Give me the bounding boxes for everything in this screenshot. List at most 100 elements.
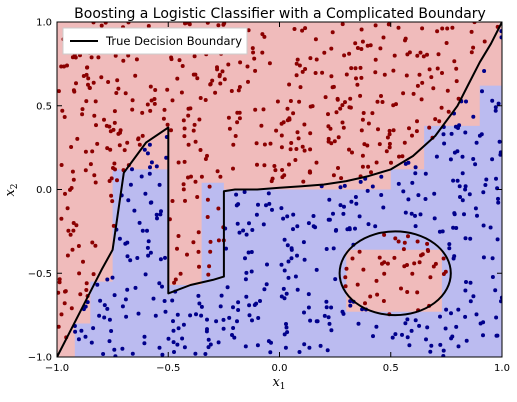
point-positive bbox=[116, 86, 121, 91]
point-positive bbox=[330, 85, 335, 90]
point-positive bbox=[387, 132, 392, 137]
point-positive bbox=[74, 81, 78, 86]
point-negative bbox=[130, 351, 135, 356]
point-positive bbox=[362, 142, 367, 147]
point-negative bbox=[145, 151, 150, 156]
point-negative bbox=[160, 352, 165, 357]
point-positive bbox=[108, 147, 113, 152]
point-negative bbox=[279, 206, 284, 211]
point-positive bbox=[393, 236, 398, 241]
point-negative bbox=[107, 339, 112, 344]
point-negative bbox=[193, 351, 198, 356]
point-positive bbox=[343, 284, 348, 289]
point-negative bbox=[327, 321, 332, 326]
point-negative bbox=[338, 185, 343, 190]
point-negative bbox=[208, 342, 213, 347]
point-positive bbox=[402, 264, 407, 269]
point-positive bbox=[203, 157, 208, 161]
point-positive bbox=[186, 113, 191, 118]
point-negative bbox=[120, 346, 125, 351]
point-positive bbox=[326, 136, 331, 141]
point-positive bbox=[192, 122, 197, 127]
point-positive bbox=[359, 27, 364, 32]
point-negative bbox=[267, 201, 272, 206]
point-positive bbox=[377, 255, 382, 260]
point-negative bbox=[236, 308, 241, 312]
point-positive bbox=[472, 22, 477, 25]
point-negative bbox=[463, 130, 468, 135]
point-positive bbox=[435, 29, 440, 34]
point-positive bbox=[231, 166, 235, 171]
point-positive bbox=[222, 22, 227, 26]
point-negative bbox=[289, 247, 294, 252]
point-positive bbox=[68, 187, 72, 192]
point-negative bbox=[318, 343, 323, 348]
point-positive bbox=[76, 244, 81, 248]
point-negative bbox=[157, 182, 162, 187]
point-positive bbox=[340, 103, 345, 108]
point-positive bbox=[375, 292, 380, 297]
point-positive bbox=[437, 119, 442, 124]
point-positive bbox=[322, 50, 327, 55]
point-positive bbox=[99, 23, 104, 28]
point-negative bbox=[125, 287, 130, 292]
point-positive bbox=[253, 107, 258, 112]
point-positive bbox=[175, 76, 180, 81]
point-positive bbox=[86, 76, 91, 81]
point-positive bbox=[323, 95, 328, 100]
point-positive bbox=[109, 193, 114, 198]
point-positive bbox=[181, 182, 186, 187]
point-negative bbox=[471, 294, 476, 299]
point-negative bbox=[497, 139, 502, 144]
point-negative bbox=[107, 317, 112, 322]
point-negative bbox=[432, 216, 437, 221]
point-positive bbox=[134, 57, 139, 62]
point-positive bbox=[394, 102, 398, 107]
point-negative bbox=[418, 212, 423, 217]
point-negative bbox=[128, 258, 133, 263]
point-positive bbox=[347, 51, 352, 56]
point-positive bbox=[385, 135, 390, 140]
point-negative bbox=[270, 207, 274, 212]
point-negative bbox=[171, 319, 175, 324]
boundary-ellipse bbox=[338, 230, 452, 317]
point-negative bbox=[403, 210, 408, 215]
point-positive bbox=[288, 147, 293, 152]
point-positive bbox=[293, 158, 298, 162]
point-positive bbox=[392, 255, 397, 260]
point-positive bbox=[203, 98, 208, 102]
point-negative bbox=[341, 211, 346, 216]
point-negative bbox=[268, 350, 273, 355]
point-negative bbox=[451, 225, 456, 230]
point-positive bbox=[343, 100, 347, 105]
point-negative bbox=[481, 223, 486, 228]
point-negative bbox=[401, 189, 406, 194]
point-positive bbox=[295, 130, 300, 135]
point-positive bbox=[94, 123, 98, 128]
point-negative bbox=[322, 313, 327, 318]
point-positive bbox=[382, 260, 387, 265]
point-positive bbox=[215, 65, 219, 70]
point-negative bbox=[166, 336, 171, 341]
point-positive bbox=[343, 275, 348, 280]
point-negative bbox=[329, 305, 334, 310]
point-positive bbox=[81, 259, 85, 264]
point-positive bbox=[415, 53, 420, 58]
point-negative bbox=[488, 225, 493, 230]
point-negative bbox=[499, 299, 502, 304]
point-negative bbox=[453, 124, 458, 129]
point-negative bbox=[405, 335, 410, 340]
point-positive bbox=[153, 88, 158, 92]
point-positive bbox=[207, 264, 212, 269]
point-positive bbox=[251, 50, 256, 55]
point-positive bbox=[162, 107, 167, 112]
point-negative bbox=[284, 322, 288, 326]
point-positive bbox=[381, 35, 386, 40]
point-negative bbox=[331, 211, 335, 216]
point-negative bbox=[244, 270, 249, 275]
point-negative bbox=[413, 165, 418, 170]
y-tick-label: 0.5 bbox=[36, 101, 52, 112]
point-positive bbox=[349, 66, 354, 71]
point-positive bbox=[330, 30, 335, 35]
